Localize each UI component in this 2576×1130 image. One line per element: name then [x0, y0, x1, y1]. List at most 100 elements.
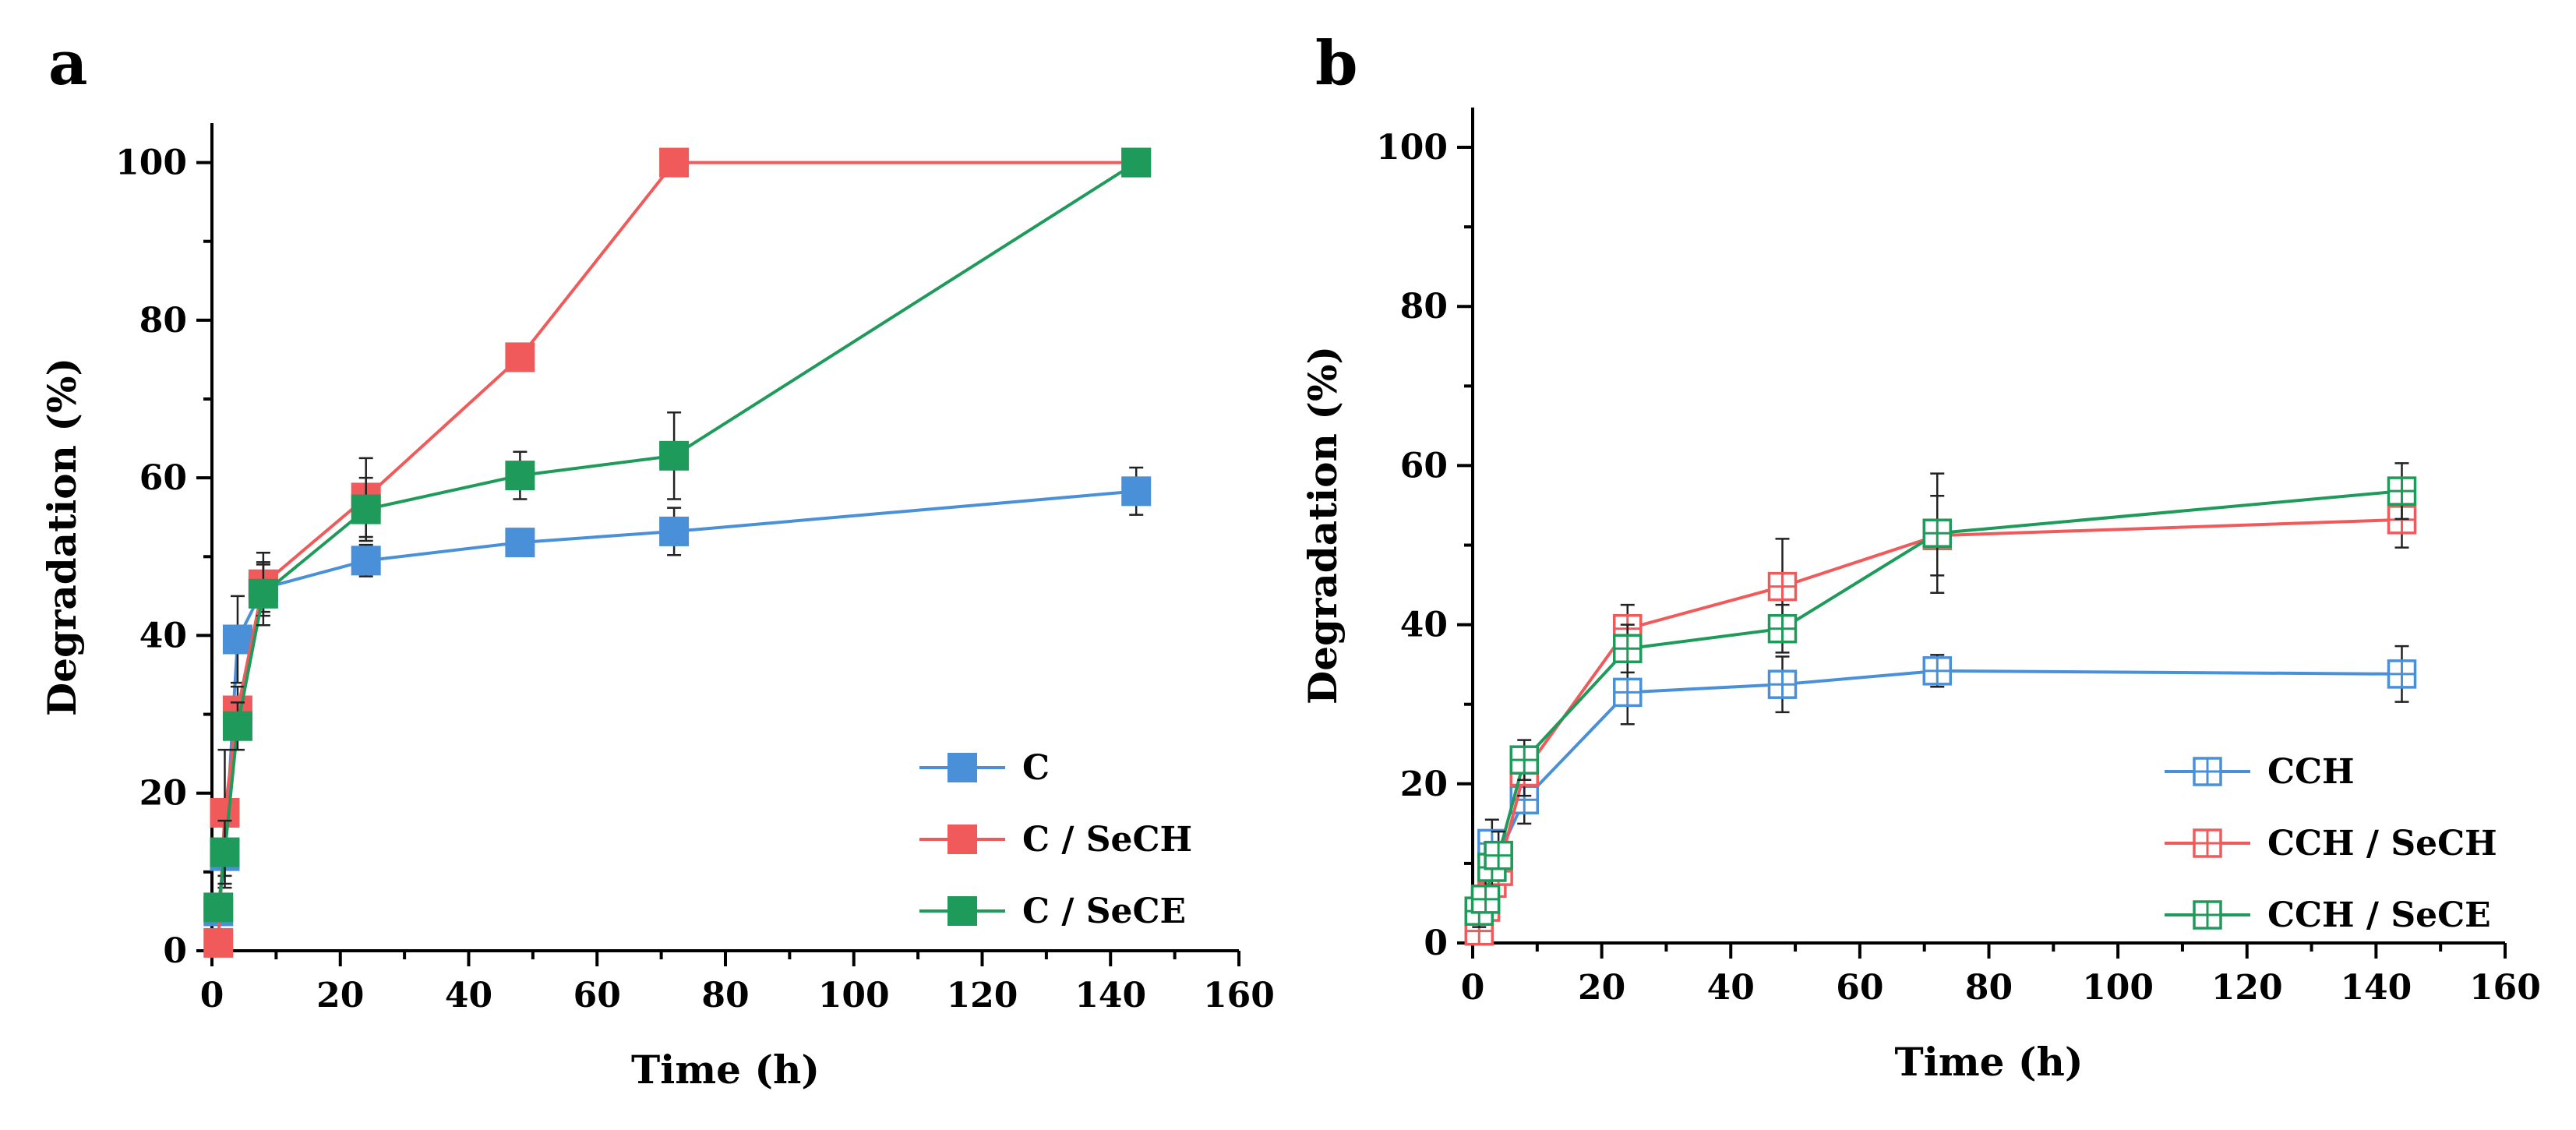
- data-point: [505, 461, 535, 491]
- y-tick-label: 0: [1424, 923, 1448, 963]
- marker-cross: [1924, 520, 1951, 547]
- legend-marker: [947, 896, 977, 926]
- y-tick-label: 0: [163, 931, 187, 971]
- data-point: [210, 837, 240, 867]
- marker-box: [947, 896, 977, 926]
- marker-box: [1121, 147, 1152, 178]
- x-tick-label: 140: [1075, 976, 1146, 1015]
- data-point: [1767, 669, 1798, 699]
- series-line: [217, 161, 1137, 943]
- data-point: [505, 528, 535, 558]
- marker-cross: [2194, 902, 2221, 928]
- legend-label: CCH / SeCE: [2267, 895, 2491, 935]
- data-point: [1767, 571, 1798, 602]
- marker-cross: [2388, 660, 2415, 687]
- x-tick-label: 100: [2082, 968, 2154, 1008]
- marker-cross: [1769, 671, 1796, 698]
- x-tick-label: 140: [2340, 968, 2412, 1008]
- legend-item: C / SeCE: [919, 892, 1186, 931]
- series-c-sece: [203, 147, 1152, 923]
- panel-label: a: [48, 28, 88, 99]
- marker-box: [947, 825, 977, 854]
- data-point: [1767, 613, 1798, 644]
- marker-cross: [1924, 657, 1951, 684]
- x-tick-label: 120: [947, 976, 1018, 1015]
- marker-cross: [1769, 615, 1796, 642]
- x-tick-label: 20: [1578, 968, 1625, 1008]
- legend-marker: [947, 753, 977, 782]
- marker-box: [659, 147, 690, 178]
- x-tick-label: 40: [445, 976, 492, 1015]
- data-point: [659, 516, 690, 546]
- y-tick-label: 80: [1400, 287, 1448, 327]
- y-tick-label: 20: [1400, 765, 1448, 804]
- x-tick-label: 160: [2469, 968, 2541, 1008]
- legend-item: C: [919, 748, 1050, 788]
- y-tick-label: 100: [115, 143, 187, 183]
- data-point: [222, 711, 252, 741]
- series-line: [217, 161, 1138, 908]
- y-tick-label: 20: [139, 774, 187, 814]
- legend-label: CCH / SeCH: [2267, 824, 2497, 863]
- x-tick-label: 120: [2211, 968, 2283, 1008]
- legend-label: C: [1022, 748, 1050, 788]
- x-axis-title: Time (h): [631, 1047, 820, 1093]
- marker-cross: [2194, 830, 2221, 856]
- marker-cross: [1485, 842, 1512, 869]
- legend-item: C / SeCH: [919, 820, 1192, 860]
- data-point: [1121, 147, 1152, 178]
- data-point: [248, 578, 278, 609]
- y-tick-label: 60: [139, 458, 187, 498]
- x-tick-label: 0: [200, 976, 224, 1015]
- marker-cross: [1614, 635, 1641, 662]
- marker-box: [947, 753, 977, 782]
- legend-label: CCH: [2267, 752, 2355, 792]
- data-point: [1613, 634, 1643, 663]
- marker-box: [1121, 476, 1152, 507]
- x-tick-label: 160: [1203, 976, 1275, 1015]
- series-line: [1477, 669, 2402, 916]
- marker-box: [659, 440, 690, 471]
- marker-box: [659, 516, 690, 546]
- marker-cross: [1472, 885, 1499, 913]
- y-tick-label: 100: [1376, 128, 1448, 168]
- marker-box: [505, 461, 535, 491]
- panel-label: b: [1315, 28, 1358, 99]
- data-point: [1470, 885, 1501, 914]
- data-point: [1922, 518, 1952, 548]
- data-point: [203, 927, 234, 958]
- y-tick-label: 80: [139, 301, 187, 341]
- x-tick-label: 80: [701, 976, 749, 1015]
- legend-marker: [947, 825, 977, 854]
- series-cch-sech: [1464, 490, 2417, 946]
- marker-cross: [1769, 573, 1796, 600]
- legend-item: CCH: [2165, 752, 2355, 792]
- x-tick-label: 40: [1707, 968, 1755, 1008]
- marker-cross: [1614, 679, 1641, 706]
- legend-marker: [2193, 757, 2222, 786]
- marker-box: [203, 892, 234, 923]
- legend-item: CCH / SeCE: [2165, 895, 2491, 935]
- x-tick-label: 60: [1836, 968, 1883, 1008]
- x-tick-label: 20: [316, 976, 364, 1015]
- data-point: [505, 342, 535, 373]
- legend-marker: [2193, 900, 2222, 930]
- legend-marker: [2193, 828, 2222, 858]
- panel-b: b 0 20 40 60 80 100 120 140 160 0 20 40 60 80 100 Time (…: [1300, 28, 2541, 1085]
- x-tick-label: 60: [573, 976, 621, 1015]
- data-point: [351, 546, 381, 576]
- series-line: [1477, 517, 2402, 932]
- series-c-sech: [203, 147, 1152, 958]
- marker-cross: [2388, 478, 2415, 505]
- data-point: [659, 147, 690, 178]
- y-tick-label: 40: [139, 616, 187, 655]
- data-point: [1509, 745, 1539, 775]
- data-point: [2387, 476, 2417, 506]
- y-tick-label: 40: [1400, 606, 1448, 645]
- data-point: [1484, 840, 1513, 870]
- marker-cross: [1511, 747, 1538, 774]
- data-point: [351, 494, 381, 524]
- x-tick-label: 100: [818, 976, 890, 1015]
- data-point: [1922, 656, 1952, 686]
- marker-box: [248, 578, 278, 609]
